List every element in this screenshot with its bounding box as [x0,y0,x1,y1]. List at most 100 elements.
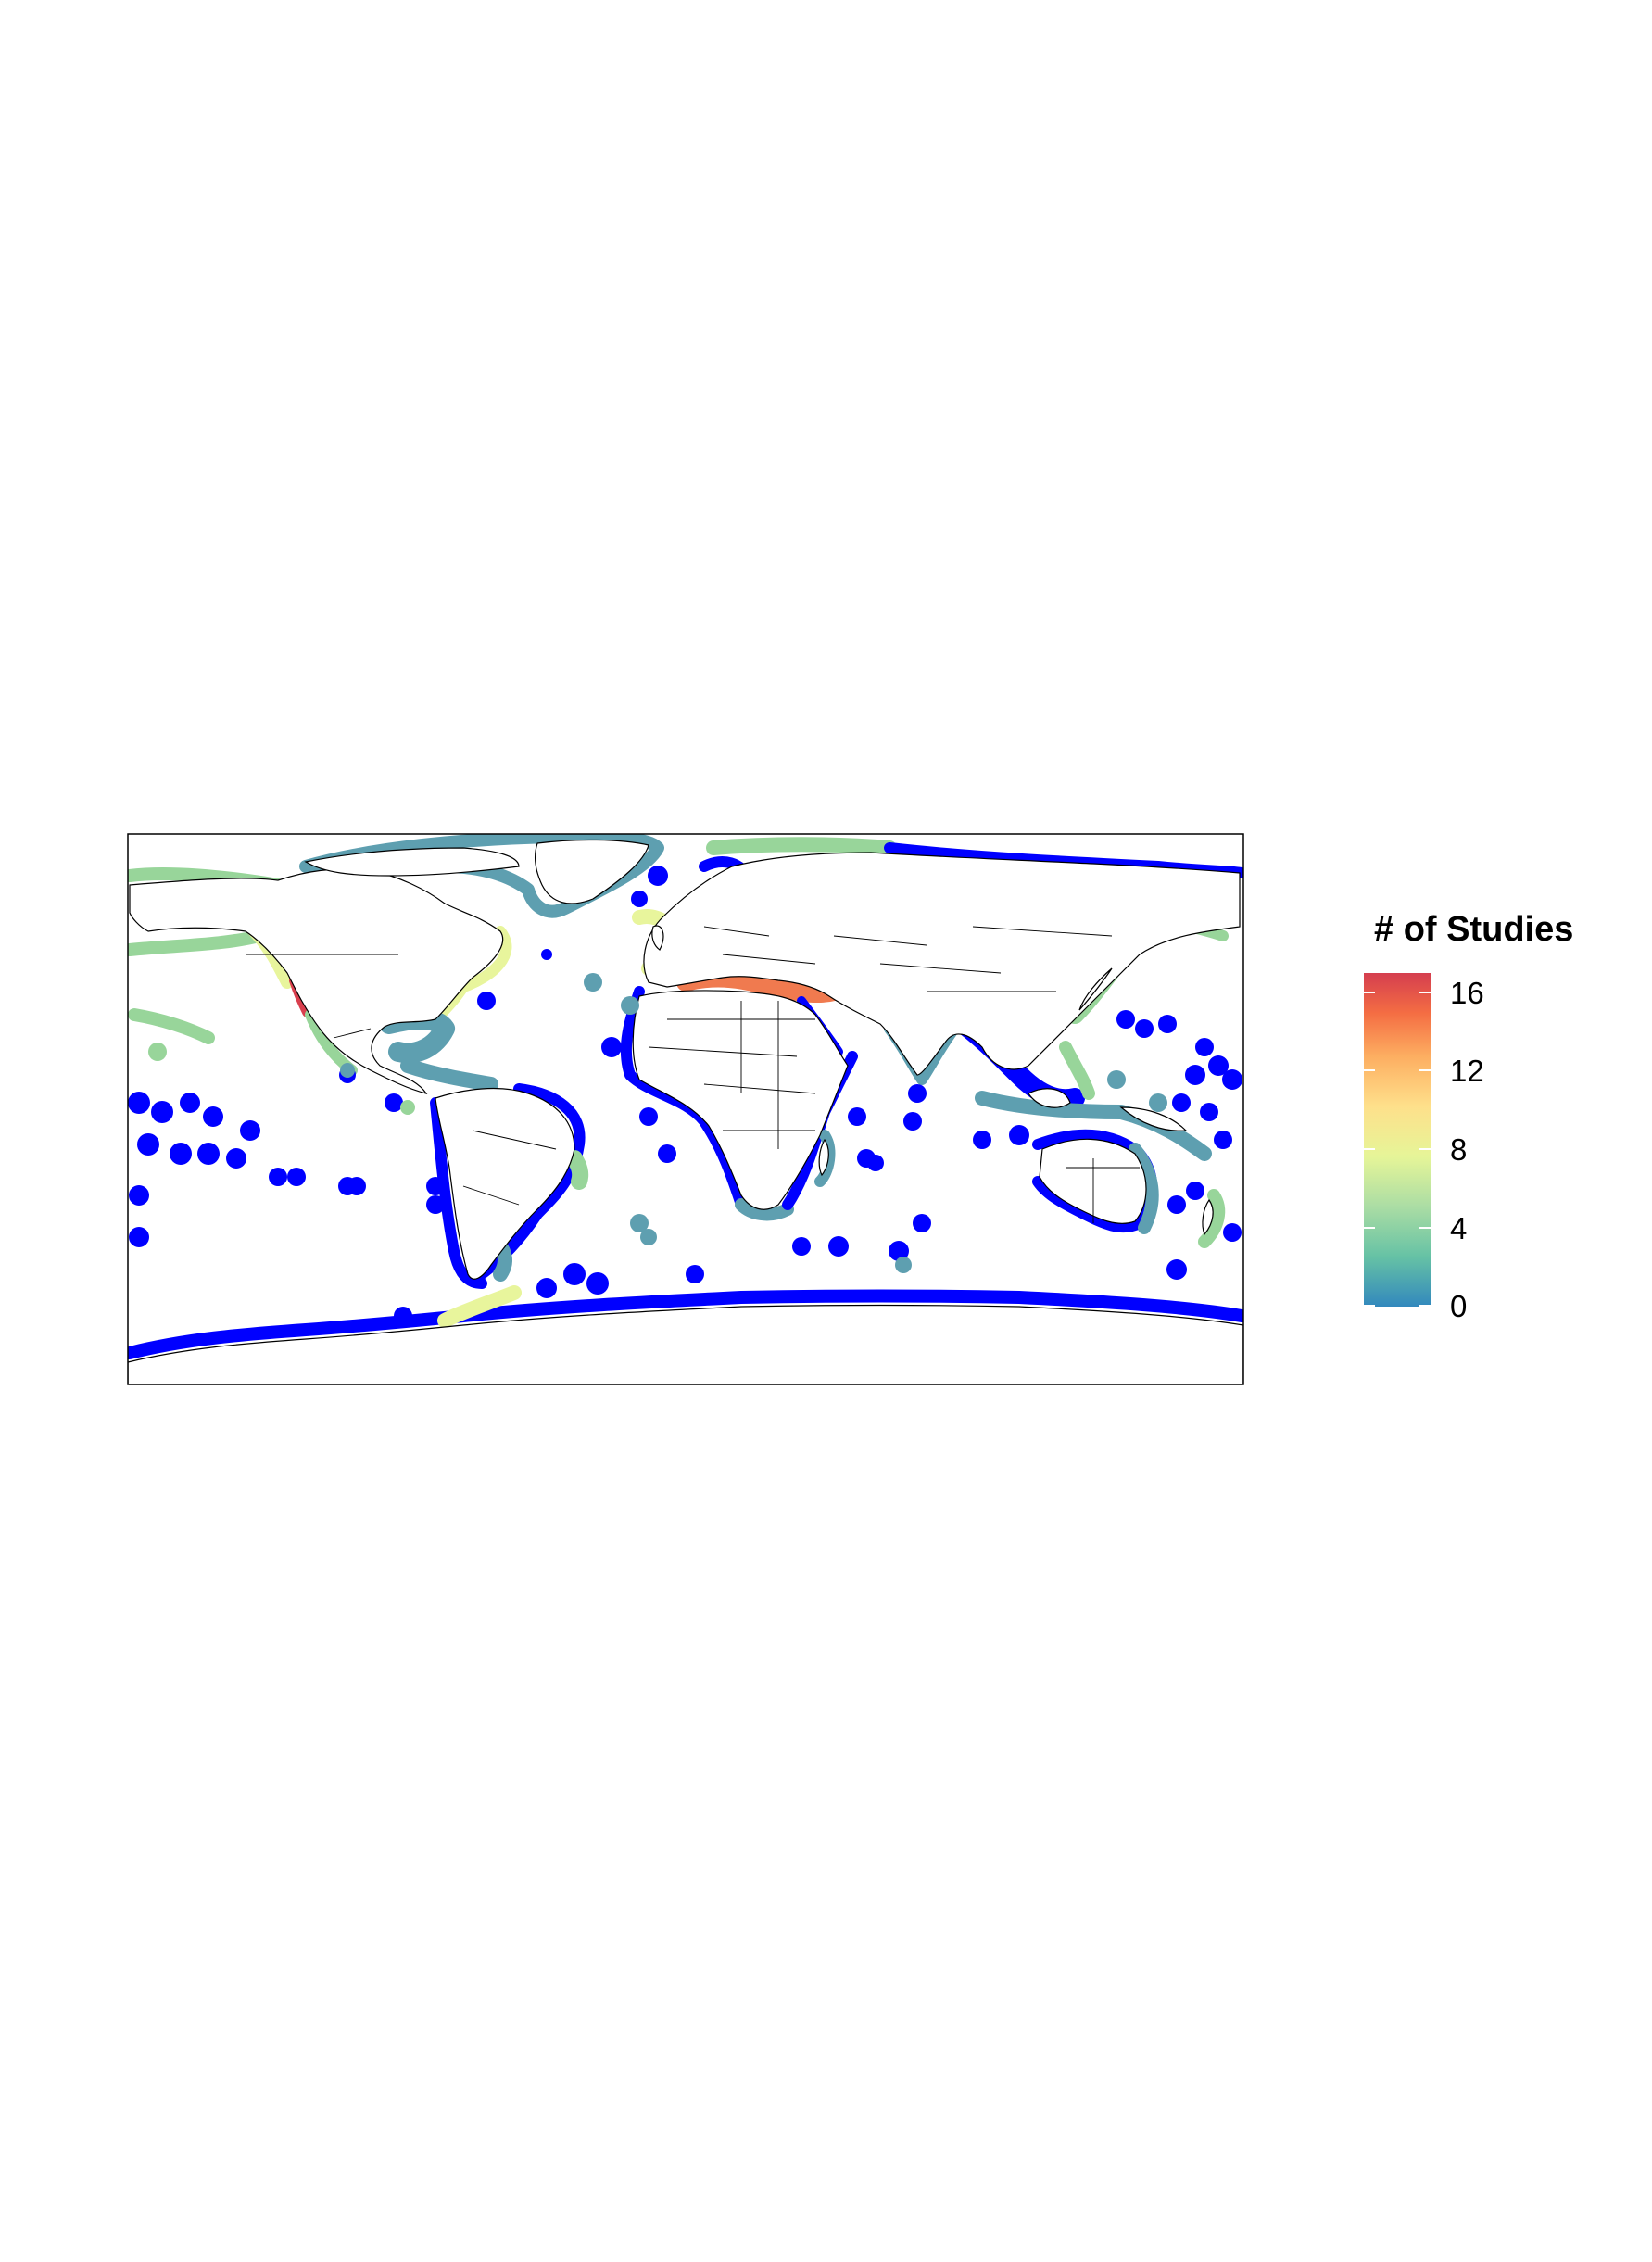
site-dot [226,1148,246,1169]
site-dot [1009,1125,1029,1145]
site-dot [908,1084,927,1103]
site-dot [1135,1019,1154,1038]
buffer-africa-south [735,1198,794,1221]
site-dot [1185,1065,1205,1085]
buffer-new-zealand [1198,1189,1226,1248]
legend-tick-label: 8 [1450,1132,1467,1167]
site-dot [151,1101,173,1123]
site-dot [536,1278,557,1298]
site-dot [973,1131,991,1149]
site-dot [180,1093,200,1113]
land [128,839,1243,1384]
site-dot [269,1168,287,1186]
site-dot [1186,1182,1204,1200]
legend-tick-label: 0 [1450,1289,1467,1323]
site-dot [400,1100,415,1115]
site-dot [394,1307,412,1325]
greenland [534,839,649,904]
site-dot [426,1195,445,1214]
site-dot [1214,1131,1232,1149]
site-dot [903,1112,922,1131]
british-isles [651,925,664,951]
site-dot [621,996,639,1015]
antarctica [128,1304,1243,1384]
site-dot [640,1229,657,1245]
buffer-indonesia [975,1091,1212,1161]
site-dot [128,1092,150,1114]
south-america [435,1087,575,1280]
legend-tick-marks [1364,992,1431,1307]
country-borders [246,926,1140,1223]
site-dot [1222,1069,1242,1090]
buffer-antarctic-peninsula [437,1285,522,1328]
site-dot [1208,1055,1229,1076]
site-dot [848,1107,866,1126]
legend-tick-label: 12 [1450,1054,1484,1088]
site-dot [148,1043,167,1061]
site-dot [1166,1259,1187,1280]
legend: # of Studies 16 12 8 4 0 [1364,910,1573,1323]
zero-study-sites [128,866,1242,1325]
madagascar [818,1138,829,1177]
site-dot [913,1214,931,1232]
site-dot [648,866,668,886]
legend-tick-label: 16 [1450,976,1484,1010]
site-dot [1158,1015,1177,1033]
site-dot [1107,1070,1126,1089]
africa [632,990,849,1210]
buffer-africa-west [620,986,747,1210]
australia [1039,1138,1147,1224]
buffer-philippines [1059,1041,1095,1100]
site-dot [563,1263,586,1285]
site-dot [828,1236,849,1257]
site-dot [541,949,552,960]
site-dot [1172,1093,1191,1112]
map-frame [127,833,1244,1385]
new-guinea [1119,1106,1188,1131]
site-dot [792,1237,811,1256]
site-dot [601,1037,622,1057]
japan [1078,967,1113,1011]
site-dot [686,1265,704,1283]
site-dot [1223,1223,1242,1242]
site-dot [631,891,648,907]
site-dot [347,1177,366,1195]
site-dot [889,1241,909,1261]
low-study-sites [340,973,1167,1273]
legend-tick-label: 4 [1450,1211,1467,1245]
buffer-madagascar [814,1130,836,1187]
new-zealand [1202,1198,1214,1236]
site-dot [197,1143,220,1165]
site-dot [895,1257,912,1273]
indonesia-borneo [1028,1088,1071,1108]
map-panel [128,834,1243,1384]
site-dot [203,1106,223,1127]
site-dot [639,1107,658,1126]
buffer-arctic-russia [706,837,897,855]
site-dot [630,1214,649,1232]
site-dot [586,1272,609,1295]
site-dot [137,1133,159,1156]
site-dot [170,1143,192,1165]
arctic-islands [304,847,520,877]
site-dot [129,1185,149,1206]
site-dot [129,1227,149,1247]
site-dot [240,1120,260,1141]
buffer-australia-east [1129,1143,1159,1234]
site-dot [340,1063,355,1078]
buffer-sa-west [430,1097,487,1289]
north-america [129,868,504,1094]
site-dot [1167,1195,1186,1214]
buffer-gulf [379,1009,455,1064]
site-dot [477,992,496,1010]
site-dot [584,973,602,992]
buffer-sa-east [476,1083,586,1280]
site-dot [1195,1038,1214,1056]
buffer-brazil-bulge [566,1150,589,1190]
mid-low-study-sites [148,1043,415,1115]
eurasia [643,852,1241,1076]
site-dot [1149,1093,1167,1112]
site-dot [658,1144,676,1163]
buffer-antarctica [128,1289,1243,1359]
